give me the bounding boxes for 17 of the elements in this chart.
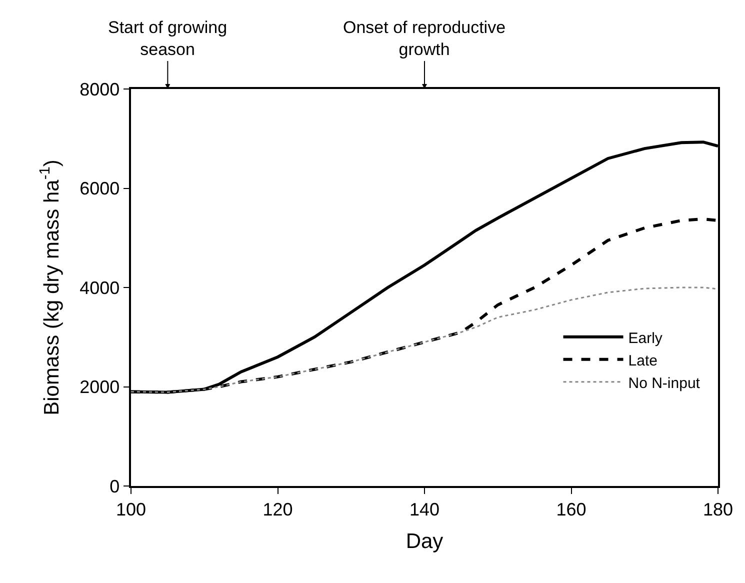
legend-label: Early: [628, 330, 663, 347]
ref-line-label: Onset of reproductive growth: [343, 18, 506, 60]
x-tick-label: 180: [702, 499, 734, 520]
y-tick-label: 4000: [80, 278, 120, 298]
line-series: [131, 286, 718, 393]
x-tick-label: 160: [556, 499, 586, 520]
x-tick-label: 140: [409, 499, 440, 520]
legend-label: No N-input: [628, 374, 701, 392]
y-tick-label: 0: [110, 476, 120, 496]
legend-label: Late: [628, 352, 658, 370]
ref-line-label: Start of growing season: [108, 18, 228, 60]
y-tick-label: 6000: [80, 178, 120, 199]
y-tick-label: 2000: [80, 377, 120, 398]
y-tick-label: 8000: [80, 79, 120, 100]
x-tick-label: 100: [116, 499, 146, 520]
x-axis-title: Day: [406, 530, 444, 554]
x-tick-label: 120: [262, 499, 293, 520]
